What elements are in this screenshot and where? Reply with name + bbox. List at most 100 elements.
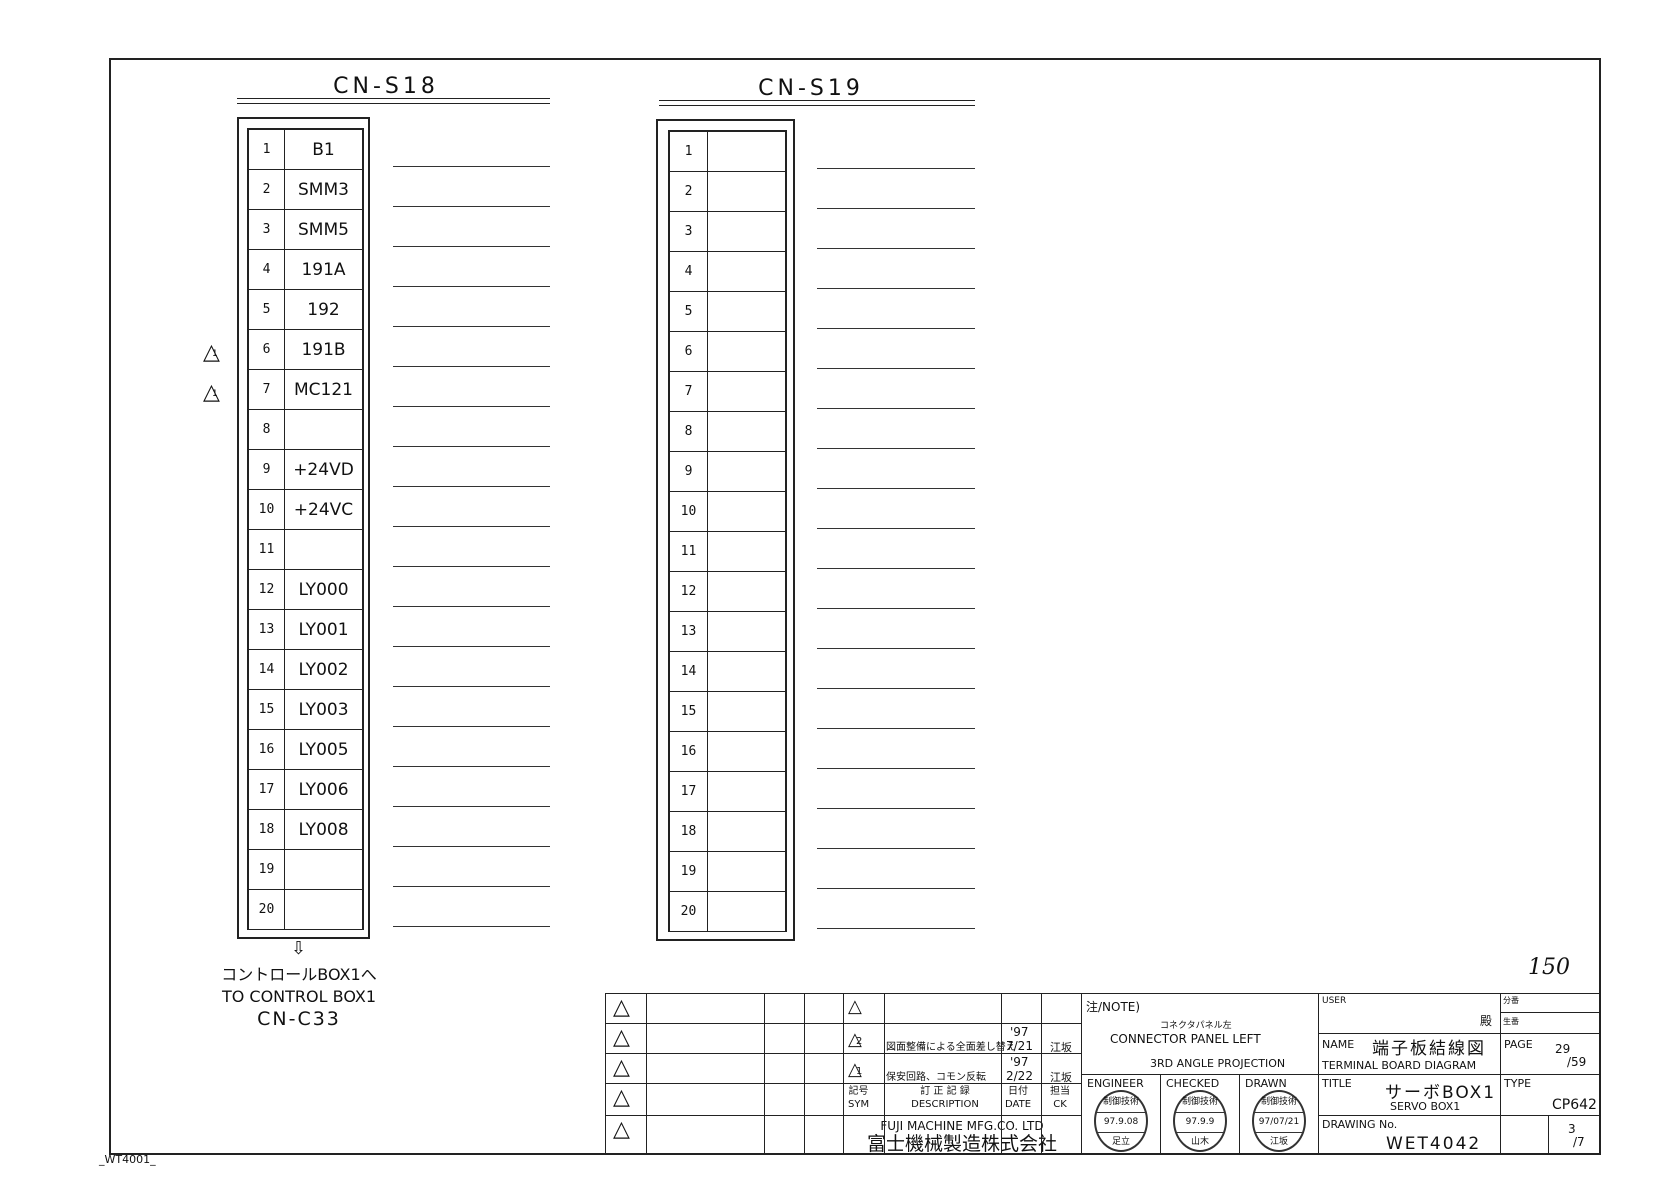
pin-row: 14 LY002 <box>249 650 362 690</box>
ck-header: 担当 CK <box>1050 1086 1070 1110</box>
wire-line <box>393 446 550 447</box>
wire-line <box>817 728 975 729</box>
pin-number: 14 <box>249 650 285 689</box>
revision-ck: 江坂 <box>1050 1041 1072 1054</box>
wire-line <box>817 488 975 489</box>
pin-row: 3 SMM5 <box>249 210 362 250</box>
signal-name: B1 <box>312 139 335 160</box>
type-value: CP642 <box>1552 1097 1597 1113</box>
company-name: FUJI MACHINE MFG.CO. LTD 富士機械製造株式会社 <box>866 1119 1057 1155</box>
pin-number: 18 <box>670 812 708 851</box>
sym-header: 記号 SYM <box>848 1086 870 1110</box>
name-label: NAME <box>1322 1038 1355 1051</box>
pin-number: 15 <box>670 692 708 731</box>
signal-name <box>285 410 362 449</box>
wire-line <box>393 526 550 527</box>
grid-line <box>1318 1033 1601 1034</box>
destination-connector: CN-C33 <box>257 1008 341 1030</box>
pin-row: 18 <box>670 812 785 852</box>
pin-table: 1 2 3 4 5 6 7 8 9 10 11 12 13 14 15 16 17 18 19 20 <box>668 130 787 932</box>
engineer-stamp-name: 足立 <box>1111 1137 1130 1147</box>
revision-description: 保安回路、コモン反転 <box>886 1072 986 1083</box>
pin-row: 9 <box>670 452 785 492</box>
note-en: CONNECTOR PANEL LEFT <box>1110 1032 1261 1046</box>
pin-row: 18 LY008 <box>249 810 362 850</box>
wire-line <box>393 646 550 647</box>
revision-1-triangle-icon: △ 1 <box>848 1059 863 1080</box>
pin-row: 16 <box>670 732 785 772</box>
pin-row: 3 <box>670 212 785 252</box>
pin-row: 8 <box>670 412 785 452</box>
revision-2-triangle-icon: △ 2 <box>848 1029 863 1050</box>
pin-number: 2 <box>670 172 708 211</box>
pin-number: 12 <box>249 570 285 609</box>
wire-line <box>393 606 550 607</box>
pin-row: 4 <box>670 252 785 292</box>
wire-line <box>393 486 550 487</box>
checked-label: CHECKED <box>1166 1077 1220 1090</box>
signal-name <box>708 252 785 291</box>
revision-date: 2/22 <box>1006 1069 1033 1083</box>
pin-number: 15 <box>249 690 285 729</box>
pin-number: 7 <box>670 372 708 411</box>
signal-name <box>708 772 785 811</box>
signal-name <box>708 372 785 411</box>
name-en: TERMINAL BOARD DIAGRAM <box>1322 1059 1477 1072</box>
destination-en: TO CONTROL BOX1 <box>221 987 377 1006</box>
pin-number: 2 <box>249 170 285 209</box>
title-jp: サーボBOX1 <box>1385 1083 1497 1103</box>
wire-line <box>817 248 975 249</box>
wire-line <box>393 886 550 887</box>
grid-line <box>605 1023 843 1024</box>
wire-line <box>393 566 550 567</box>
drawn-stamp-dept: 制御技術 <box>1260 1097 1297 1107</box>
wire-line <box>393 686 550 687</box>
pin-number: 18 <box>249 810 285 849</box>
pin-number: 5 <box>670 292 708 331</box>
pin-row: 6 191B <box>249 330 362 370</box>
wire-line <box>817 288 975 289</box>
pin-number: 19 <box>249 850 285 889</box>
wire-line <box>393 286 550 287</box>
signal-name: SMM3 <box>298 179 349 200</box>
wire-line <box>393 246 550 247</box>
connector-title-cn-s18: CN-S18 <box>333 74 439 99</box>
signal-name <box>708 132 785 171</box>
pin-number: 1 <box>249 130 285 169</box>
wire-line <box>817 328 975 329</box>
pin-number: 19 <box>670 852 708 891</box>
pin-row: 15 LY003 <box>249 690 362 730</box>
wire-line <box>817 848 975 849</box>
grid-line <box>843 1115 1081 1116</box>
pin-number: 11 <box>249 530 285 569</box>
signal-name <box>708 572 785 611</box>
signal-name: LY001 <box>298 619 349 640</box>
grid-line <box>1160 1074 1161 1155</box>
grid-line <box>764 993 765 1155</box>
wire-line <box>817 568 975 569</box>
pin-row: 17 LY006 <box>249 770 362 810</box>
pin-number: 14 <box>670 652 708 691</box>
wire-line <box>817 648 975 649</box>
signal-name <box>708 452 785 491</box>
title-underline <box>237 98 550 104</box>
signal-name <box>285 890 362 929</box>
pin-row: 9 +24VD <box>249 450 362 490</box>
wire-line <box>393 766 550 767</box>
grid-line <box>1548 1115 1549 1155</box>
signal-name <box>708 492 785 531</box>
wire-line <box>817 528 975 529</box>
engineer-stamp-dept: 制御技術 <box>1102 1097 1139 1107</box>
checked-stamp: 制御技術 97.9.9 山木 <box>1173 1090 1227 1152</box>
revision-triangle-icon: △ <box>848 996 862 1017</box>
title-en: SERVO BOX1 <box>1390 1100 1461 1113</box>
pin-row: 14 <box>670 652 785 692</box>
wire-line <box>817 808 975 809</box>
pin-number: 1 <box>670 132 708 171</box>
grid-line <box>1081 1074 1318 1075</box>
wire-line <box>817 208 975 209</box>
note-jp: コネクタパネル左 <box>1160 1021 1232 1031</box>
seiban-label: 生番 <box>1503 1017 1519 1026</box>
signal-name: 191A <box>301 259 346 280</box>
wire-line <box>393 326 550 327</box>
